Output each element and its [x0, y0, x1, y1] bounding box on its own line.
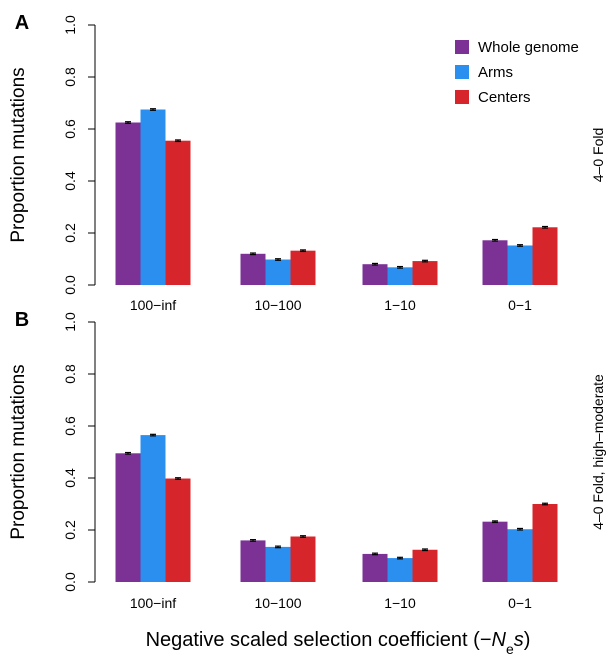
bar — [140, 435, 166, 582]
error-bar — [125, 121, 131, 124]
error-bar — [150, 433, 156, 437]
error-bar — [175, 477, 181, 480]
bar — [482, 240, 508, 285]
error-bar — [125, 451, 131, 455]
y-tick-label: 0.8 — [62, 67, 78, 87]
error-bar — [300, 249, 306, 253]
legend-label: Arms — [478, 64, 513, 81]
error-bar — [542, 225, 548, 229]
y-tick-label: 0.6 — [62, 119, 78, 139]
y-tick-label: 0.0 — [62, 275, 78, 295]
legend-swatch — [455, 65, 469, 79]
x-tick-label: 100−inf — [130, 595, 176, 611]
bar — [240, 253, 266, 285]
error-bar — [492, 520, 498, 524]
bar — [532, 227, 558, 285]
x-axis-label-part: s — [514, 629, 524, 651]
bar — [387, 558, 413, 582]
y-axis-label: Proportion mutations — [8, 67, 29, 242]
error-bar — [517, 244, 523, 247]
bar — [362, 264, 388, 285]
error-bar — [372, 552, 378, 556]
x-tick-label: 10−100 — [254, 595, 301, 611]
x-axis-label-part: e — [506, 641, 514, 657]
error-bar — [422, 548, 428, 552]
error-bar — [422, 259, 428, 263]
x-tick-label: 0−1 — [508, 297, 532, 313]
y-axis-label: Proportion mutations — [8, 364, 29, 539]
legend-swatch — [455, 40, 469, 54]
x-tick-label: 0−1 — [508, 595, 532, 611]
error-bar — [300, 535, 306, 538]
bar — [412, 549, 438, 582]
x-tick-label: 100−inf — [130, 297, 176, 313]
error-bar — [250, 539, 256, 542]
bar — [115, 453, 141, 582]
bar — [362, 553, 388, 582]
x-axis-label-part: N — [492, 629, 507, 651]
bar — [115, 122, 141, 285]
error-bar — [492, 238, 498, 242]
error-bar — [275, 258, 281, 261]
x-axis-label-part: Negative scaled selection coefficient (− — [146, 629, 492, 651]
legend-label: Centers — [478, 89, 531, 106]
bar — [412, 261, 438, 285]
bar — [507, 529, 533, 582]
error-bar — [250, 252, 256, 256]
error-bar — [372, 262, 378, 266]
x-tick-label: 1−10 — [384, 595, 416, 611]
y-tick-label: 0.2 — [62, 223, 78, 243]
side-label: 4–0 Fold — [590, 128, 606, 182]
x-axis-label-part: ) — [524, 629, 531, 651]
panel-label: A — [15, 12, 29, 34]
bar — [265, 259, 291, 285]
bar — [532, 504, 558, 582]
y-tick-label: 0.6 — [62, 416, 78, 436]
x-tick-label: 1−10 — [384, 297, 416, 313]
bar — [290, 250, 316, 285]
y-tick-label: 1.0 — [62, 312, 78, 332]
error-bar — [517, 527, 523, 531]
bar — [140, 109, 166, 285]
bar — [482, 521, 508, 582]
x-tick-label: 10−100 — [254, 297, 301, 313]
y-tick-label: 1.0 — [62, 15, 78, 35]
y-tick-label: 0.0 — [62, 572, 78, 592]
y-tick-label: 0.8 — [62, 364, 78, 384]
y-tick-label: 0.4 — [62, 171, 78, 191]
error-bar — [175, 139, 181, 143]
y-tick-label: 0.2 — [62, 520, 78, 540]
error-bar — [150, 108, 156, 111]
legend-swatch — [455, 90, 469, 104]
legend-label: Whole genome — [478, 39, 579, 56]
panel-label: B — [15, 309, 29, 331]
bar — [165, 140, 191, 285]
error-bar — [542, 502, 548, 506]
bar — [387, 267, 413, 285]
error-bar — [397, 556, 403, 560]
bar — [507, 245, 533, 285]
error-bar — [397, 265, 403, 269]
bar — [265, 546, 291, 582]
side-label: 4–0 Fold, high–moderate — [590, 374, 606, 530]
bar — [290, 536, 316, 582]
bar — [165, 478, 191, 582]
y-tick-label: 0.4 — [62, 468, 78, 488]
error-bar — [275, 545, 281, 549]
x-axis-label: Negative scaled selection coefficient (−… — [146, 629, 531, 657]
bar — [240, 540, 266, 582]
